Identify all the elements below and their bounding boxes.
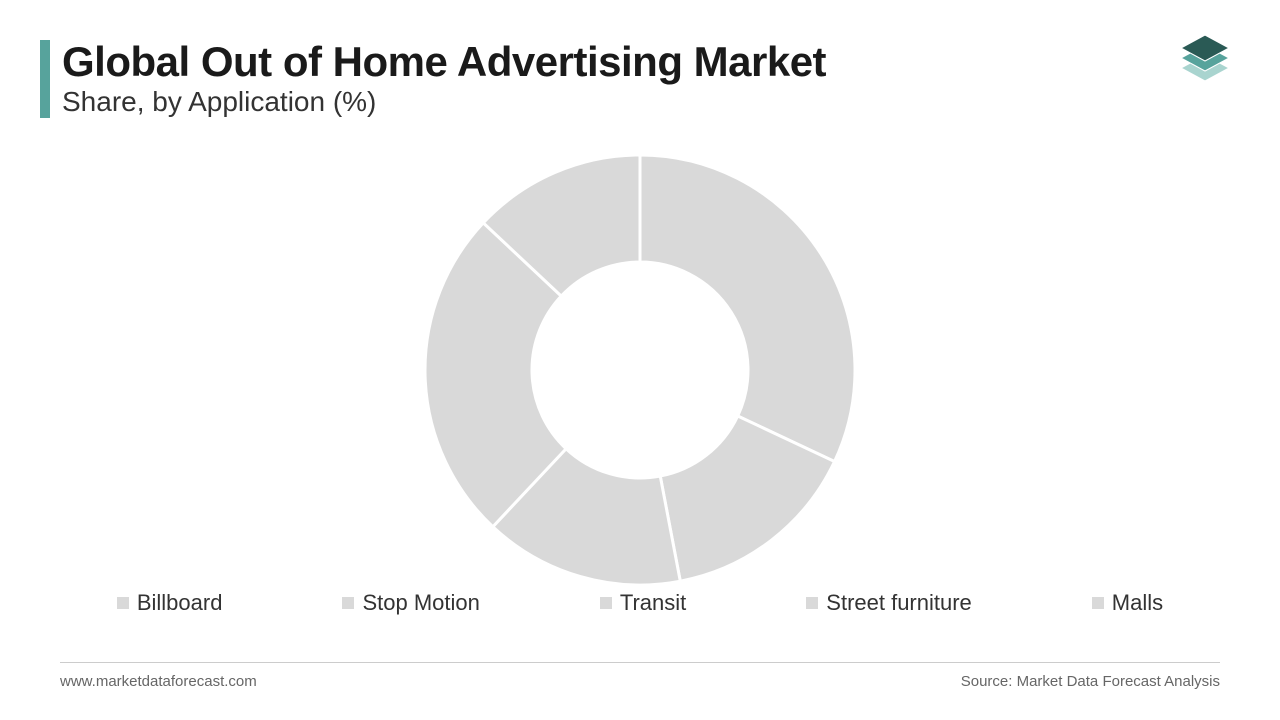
page-title: Global Out of Home Advertising Market [62,40,826,84]
legend-item: Transit [600,590,686,616]
legend-label: Stop Motion [362,590,479,616]
legend-swatch-icon [806,597,818,609]
footer: www.marketdataforecast.com Source: Marke… [0,662,1280,690]
legend-swatch-icon [600,597,612,609]
legend-item: Billboard [117,590,223,616]
legend-label: Billboard [137,590,223,616]
legend-swatch-icon [1092,597,1104,609]
legend-label: Street furniture [826,590,972,616]
legend-label: Transit [620,590,686,616]
page: Global Out of Home Advertising Market Sh… [0,0,1280,720]
donut-slice [640,155,855,462]
legend: Billboard Stop Motion Transit Street furnit… [0,590,1280,616]
footer-divider [60,662,1220,663]
footer-left-text: www.marketdataforecast.com [60,673,257,690]
legend-item: Street furniture [806,590,972,616]
legend-item: Stop Motion [342,590,479,616]
footer-right-text: Source: Market Data Forecast Analysis [961,673,1220,690]
legend-swatch-icon [117,597,129,609]
footer-row: www.marketdataforecast.com Source: Marke… [60,673,1220,690]
brand-logo-icon [1170,30,1240,100]
accent-bar [40,40,50,118]
header: Global Out of Home Advertising Market Sh… [40,40,826,118]
legend-swatch-icon [342,597,354,609]
legend-label: Malls [1112,590,1163,616]
title-block: Global Out of Home Advertising Market Sh… [62,40,826,118]
donut-chart [0,150,1280,590]
legend-item: Malls [1092,590,1163,616]
page-subtitle: Share, by Application (%) [62,86,826,118]
